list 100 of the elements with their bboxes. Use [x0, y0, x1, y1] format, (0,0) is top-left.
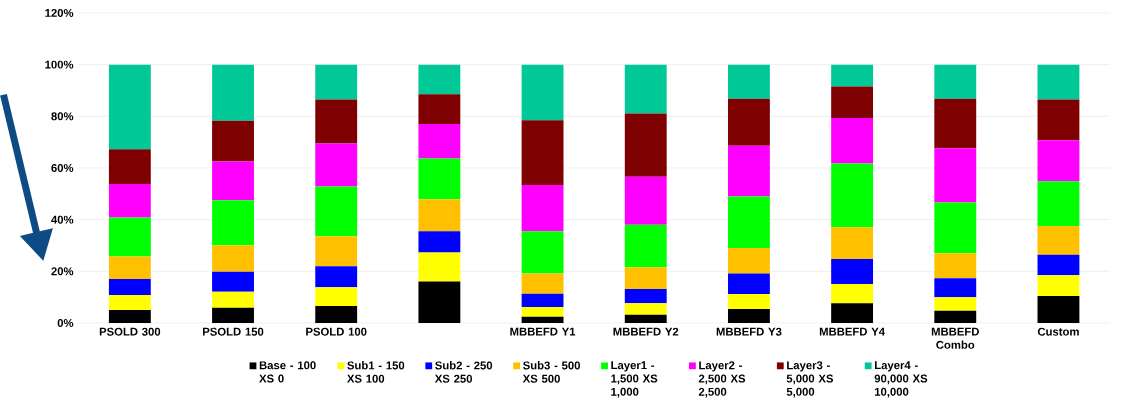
bar — [624, 113, 667, 177]
bar — [108, 295, 151, 311]
legend-label: Sub3 - 500 XS 500 — [522, 361, 580, 383]
legend-label: Base - 100 XS 0 — [259, 361, 316, 383]
bar — [1037, 99, 1080, 141]
bar — [315, 186, 358, 237]
bar — [727, 309, 770, 324]
y-tick-label: 40% — [51, 215, 74, 224]
bar — [315, 143, 358, 187]
x-tick-label: MBBEFD Y4 — [819, 327, 885, 336]
bar — [934, 148, 977, 203]
bar — [831, 163, 874, 228]
legend-label: Layer1 - 1,500 XS 1,000 — [611, 361, 658, 398]
bar — [727, 98, 770, 146]
bar — [315, 64, 358, 100]
bar — [418, 281, 461, 324]
bar — [934, 297, 977, 312]
bar — [1037, 181, 1080, 227]
bar — [624, 64, 667, 114]
bar — [831, 284, 874, 304]
x-tick-label: MBBEFD Y2 — [613, 327, 679, 336]
bar — [108, 149, 151, 185]
bar — [418, 124, 461, 159]
x-tick-label: PSOLD 150 — [203, 327, 264, 336]
bar — [418, 252, 461, 282]
bar — [108, 64, 151, 150]
bar — [315, 236, 358, 267]
bar — [934, 64, 977, 99]
bar — [1037, 226, 1080, 255]
bar — [1037, 64, 1080, 100]
y-tick-label: 80% — [51, 112, 74, 121]
bar — [108, 184, 151, 218]
bar — [212, 271, 254, 292]
bar — [521, 120, 564, 186]
x-tick-label: PSOLD 300 — [99, 327, 161, 336]
bar — [831, 64, 874, 87]
bar — [934, 98, 977, 149]
bar — [831, 259, 874, 285]
bar — [418, 94, 461, 125]
bar — [624, 314, 667, 324]
bar — [212, 307, 254, 324]
bar — [521, 185, 564, 232]
legend-label: Layer2 - 2,500 XS 2,500 — [698, 361, 746, 398]
bar — [212, 245, 254, 272]
x-tick-label: MBBEFD Y1 — [510, 327, 576, 336]
bar — [418, 158, 461, 200]
bar — [521, 231, 564, 274]
bar — [212, 64, 254, 121]
bar — [624, 176, 667, 225]
y-tick-label: 120% — [45, 9, 74, 18]
y-tick-label: 60% — [51, 164, 74, 173]
legend-label: Layer3 - 5,000 XS 5,000 — [786, 361, 834, 398]
bar — [521, 293, 564, 308]
bar — [108, 310, 151, 324]
legend-label: Sub2 - 250 XS 250 — [434, 361, 493, 383]
x-tick-label: MBBEFD Y3 — [716, 327, 782, 336]
bar — [934, 311, 977, 324]
bar — [624, 289, 667, 304]
bar — [521, 64, 564, 121]
bar — [727, 145, 770, 197]
bar — [934, 202, 977, 254]
bar — [727, 248, 770, 274]
bar — [727, 273, 770, 295]
bar — [1037, 140, 1080, 182]
x-tick-label: MBBEFD Combo — [931, 327, 979, 350]
bar — [831, 227, 874, 260]
bar — [418, 199, 461, 232]
legend-label: Sub1 - 150 XS 100 — [347, 361, 405, 383]
bar — [212, 161, 254, 201]
y-tick-label: 0% — [57, 319, 74, 328]
bar — [624, 224, 667, 268]
bar — [521, 307, 564, 317]
bar — [108, 279, 151, 296]
x-tick-label: PSOLD 100 — [306, 327, 367, 336]
bar — [934, 253, 977, 279]
bar — [1037, 275, 1080, 297]
bar — [727, 196, 770, 249]
bar — [1037, 254, 1080, 276]
bar — [934, 278, 977, 298]
bar — [418, 64, 461, 95]
bar — [831, 86, 874, 119]
bar — [315, 266, 358, 288]
y-tick-label: 100% — [45, 60, 74, 69]
bar — [727, 64, 770, 99]
bar — [831, 303, 874, 324]
bar — [1037, 296, 1080, 324]
bar — [212, 120, 254, 162]
bar — [315, 99, 358, 144]
y-tick-label: 20% — [51, 267, 74, 276]
x-tick-label: Custom — [1037, 327, 1079, 336]
bar — [212, 200, 254, 246]
bar — [212, 291, 254, 308]
bar — [727, 294, 770, 310]
bar — [108, 217, 151, 257]
bar — [831, 118, 874, 164]
bar — [315, 287, 358, 307]
bar — [418, 231, 461, 253]
bar — [521, 316, 564, 324]
bar — [521, 273, 564, 294]
bar — [624, 303, 667, 315]
